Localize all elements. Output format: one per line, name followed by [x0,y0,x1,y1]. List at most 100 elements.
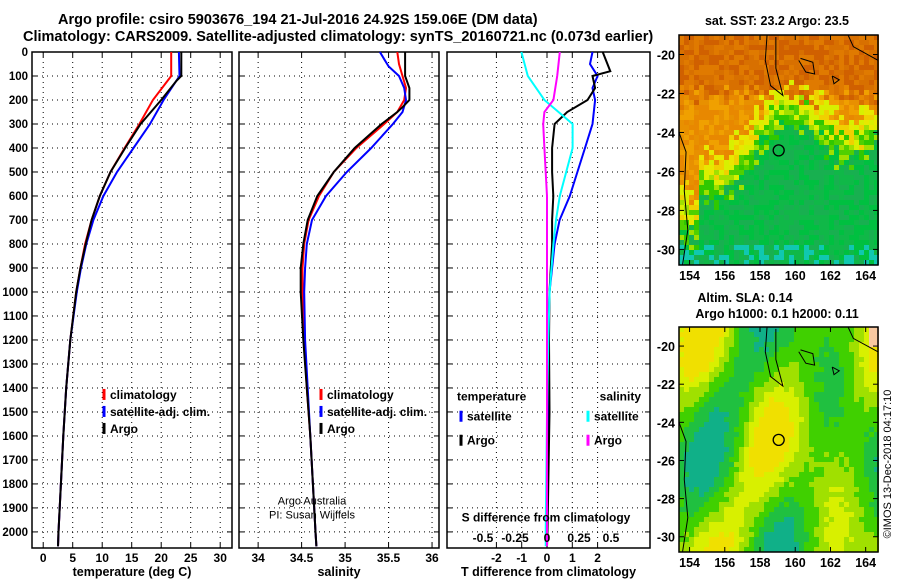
map-pixel [694,240,699,245]
map-pixel [704,155,709,160]
map-pixel [729,205,734,210]
map-pixel [814,527,819,532]
map-pixel [739,70,744,75]
map-pixel [724,382,729,387]
map-pixel [714,327,719,332]
map-pixel [794,357,799,362]
map-pixel [719,517,724,522]
map-pixel [849,337,854,342]
map-pixel [734,75,739,80]
map-pixel [809,185,814,190]
map-pixel [784,407,789,412]
map-pixel [814,210,819,215]
map-pixel [774,402,779,407]
map-pixel [819,110,824,115]
map-pixel [769,220,774,225]
map-pixel [824,95,829,100]
map-pixel [739,422,744,427]
map-pixel [739,382,744,387]
map-pixel [759,467,764,472]
map-pixel [834,60,839,65]
map-pixel [849,467,854,472]
map-pixel [839,150,844,155]
map-pixel [834,235,839,240]
map-pixel [689,150,694,155]
map-pixel [839,507,844,512]
map-pixel [809,472,814,477]
map-pixel [699,457,704,462]
map-pixel [729,215,734,220]
map-pixel [824,155,829,160]
map-pixel [809,230,814,235]
map-pixel [874,60,879,65]
map-pixel [864,35,869,40]
map-pixel [794,110,799,115]
map-pixel [679,352,684,357]
map-pixel [799,195,804,200]
map-pixel [819,85,824,90]
map-pixel [829,537,834,542]
map-pixel [774,180,779,185]
map-pixel [844,357,849,362]
map-pixel [694,120,699,125]
map-pixel [719,522,724,527]
map-pixel [804,230,809,235]
map-pixel [869,362,874,367]
map-pixel [804,120,809,125]
map-pixel [874,255,879,260]
map-pixel [679,205,684,210]
map-pixel [754,110,759,115]
map-pixel [859,105,864,110]
map-pixel [779,517,784,522]
map-pixel [794,382,799,387]
map-pixel [874,230,879,235]
map-pixel [794,407,799,412]
map-pixel [784,327,789,332]
map-pixel [759,120,764,125]
map-pixel [689,110,694,115]
legend-title: salinity [600,389,642,403]
map-pixel [854,125,859,130]
map-pixel [779,457,784,462]
map-pixel [774,512,779,517]
map-pixel [699,145,704,150]
map-pixel [814,225,819,230]
series-s-argo [542,51,561,547]
map-pixel [799,215,804,220]
map-pixel [784,85,789,90]
map-pixel [699,130,704,135]
map-pixel [754,80,759,85]
legend-title: temperature [457,389,527,403]
map-pixel [694,50,699,55]
map-pixel [714,452,719,457]
map-pixel [859,357,864,362]
map-pixel [724,512,729,517]
map-pixel [794,220,799,225]
map-pixel [799,50,804,55]
map-pixel [704,60,709,65]
map-pixel [864,180,869,185]
map-pixel [704,387,709,392]
map-pixel [774,115,779,120]
map-pixel [789,472,794,477]
map-pixel [819,337,824,342]
map-pixel [699,110,704,115]
map-pixel [869,547,874,552]
map-pixel [769,45,774,50]
map-pixel [704,40,709,45]
map-pixel [834,260,839,265]
map-pixel [824,75,829,80]
map-pixel [714,427,719,432]
map-pixel [784,477,789,482]
map-pixel [869,255,874,260]
map-pixel [849,512,854,517]
map-pixel [704,260,709,265]
map-pixel [869,250,874,255]
map-pixel [829,40,834,45]
map-pixel [799,135,804,140]
map-pixel [689,125,694,130]
map-pixel [839,70,844,75]
map-pixel [714,45,719,50]
map-pixel [744,230,749,235]
map-pixel [804,332,809,337]
